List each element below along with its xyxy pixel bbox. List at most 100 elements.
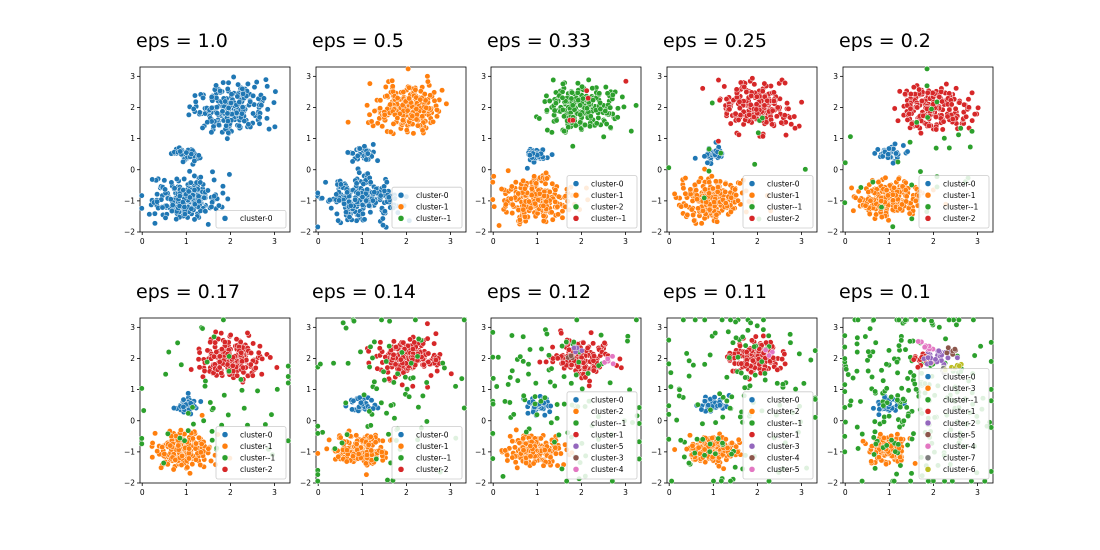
- legend-label: cluster-2: [591, 407, 624, 416]
- data-point: [522, 213, 528, 220]
- data-point: [552, 198, 559, 205]
- x-tick-label: 2: [931, 237, 936, 246]
- data-point: [204, 119, 211, 126]
- data-point: [715, 463, 722, 470]
- data-point: [693, 187, 700, 194]
- data-point: [583, 87, 590, 94]
- data-point: [713, 211, 720, 218]
- data-point: [412, 86, 419, 93]
- data-point: [520, 177, 527, 184]
- data-point: [356, 145, 363, 152]
- data-point: [224, 86, 231, 92]
- data-point: [527, 205, 534, 212]
- data-point: [744, 327, 751, 334]
- data-point: [622, 78, 629, 85]
- data-point: [168, 179, 175, 186]
- x-tick-label: 1: [887, 488, 892, 497]
- data-point: [791, 113, 798, 120]
- data-point: [379, 437, 386, 444]
- data-point: [620, 103, 627, 110]
- data-point: [741, 83, 748, 90]
- panel-5: eps = 0.170 1 2 3−2−10123cluster-0cluster-1…: [124, 281, 292, 497]
- data-point: [749, 75, 756, 82]
- data-point: [181, 211, 188, 218]
- data-point: [515, 190, 522, 197]
- data-point: [378, 449, 385, 456]
- data-point: [201, 194, 208, 201]
- data-point: [749, 357, 756, 364]
- data-point: [516, 216, 523, 223]
- data-point: [404, 107, 411, 114]
- y-tick-label: 3: [657, 72, 662, 81]
- data-point: [267, 354, 274, 361]
- data-point: [761, 80, 768, 87]
- x-tick-label: 0: [667, 237, 672, 246]
- data-point: [778, 119, 785, 126]
- data-point: [895, 175, 902, 182]
- data-point: [173, 176, 180, 182]
- data-point: [271, 99, 277, 106]
- data-point: [361, 391, 368, 398]
- data-point: [904, 148, 911, 155]
- data-point: [603, 121, 610, 127]
- data-point: [410, 374, 417, 381]
- data-point: [389, 83, 396, 90]
- data-point: [868, 458, 875, 465]
- data-point: [883, 187, 890, 194]
- data-point: [520, 447, 527, 454]
- y-tick-label: 1: [833, 385, 838, 394]
- legend-label: cluster-2: [416, 465, 449, 474]
- y-tick-label: 3: [130, 323, 135, 332]
- data-point: [554, 401, 561, 408]
- data-point: [367, 179, 374, 186]
- legend-marker: [572, 442, 580, 450]
- data-point: [924, 114, 931, 121]
- data-point: [738, 370, 745, 376]
- data-point: [779, 356, 786, 363]
- data-point: [367, 209, 374, 216]
- data-point: [389, 77, 396, 84]
- data-point: [874, 146, 881, 153]
- data-point: [584, 345, 591, 351]
- data-point: [957, 125, 964, 132]
- data-point: [515, 207, 522, 213]
- data-point: [714, 218, 721, 225]
- data-point: [238, 376, 244, 383]
- data-point: [400, 89, 407, 96]
- data-point: [343, 458, 350, 465]
- data-point: [569, 102, 576, 109]
- data-point: [406, 393, 413, 400]
- data-point: [850, 207, 857, 214]
- data-point: [890, 197, 896, 204]
- data-point: [961, 101, 968, 108]
- data-point: [202, 208, 209, 215]
- data-point: [373, 385, 380, 392]
- data-point: [695, 205, 702, 212]
- data-point: [726, 354, 733, 361]
- y-tick-label: 2: [833, 354, 838, 363]
- data-point: [547, 454, 554, 461]
- x-tick-label: 1: [360, 488, 365, 497]
- data-point: [448, 370, 455, 377]
- legend-label: cluster-0: [591, 179, 624, 188]
- data-point: [548, 129, 555, 136]
- data-point: [317, 361, 324, 368]
- data-point: [218, 330, 225, 337]
- data-point: [955, 131, 962, 138]
- data-point: [774, 366, 781, 373]
- panel-2: eps = 0.330 1 2 3−2−10123cluster-0cluster-1…: [475, 30, 642, 246]
- data-point: [171, 185, 178, 192]
- data-point: [368, 447, 375, 454]
- data-point: [727, 208, 734, 215]
- data-point: [933, 126, 940, 133]
- data-point: [591, 353, 597, 359]
- data-point: [573, 316, 580, 323]
- data-point: [699, 420, 706, 427]
- data-point: [742, 374, 749, 381]
- data-point: [715, 77, 722, 83]
- data-point: [570, 339, 577, 345]
- data-point: [197, 174, 204, 181]
- data-point: [197, 398, 204, 405]
- data-point: [902, 187, 909, 194]
